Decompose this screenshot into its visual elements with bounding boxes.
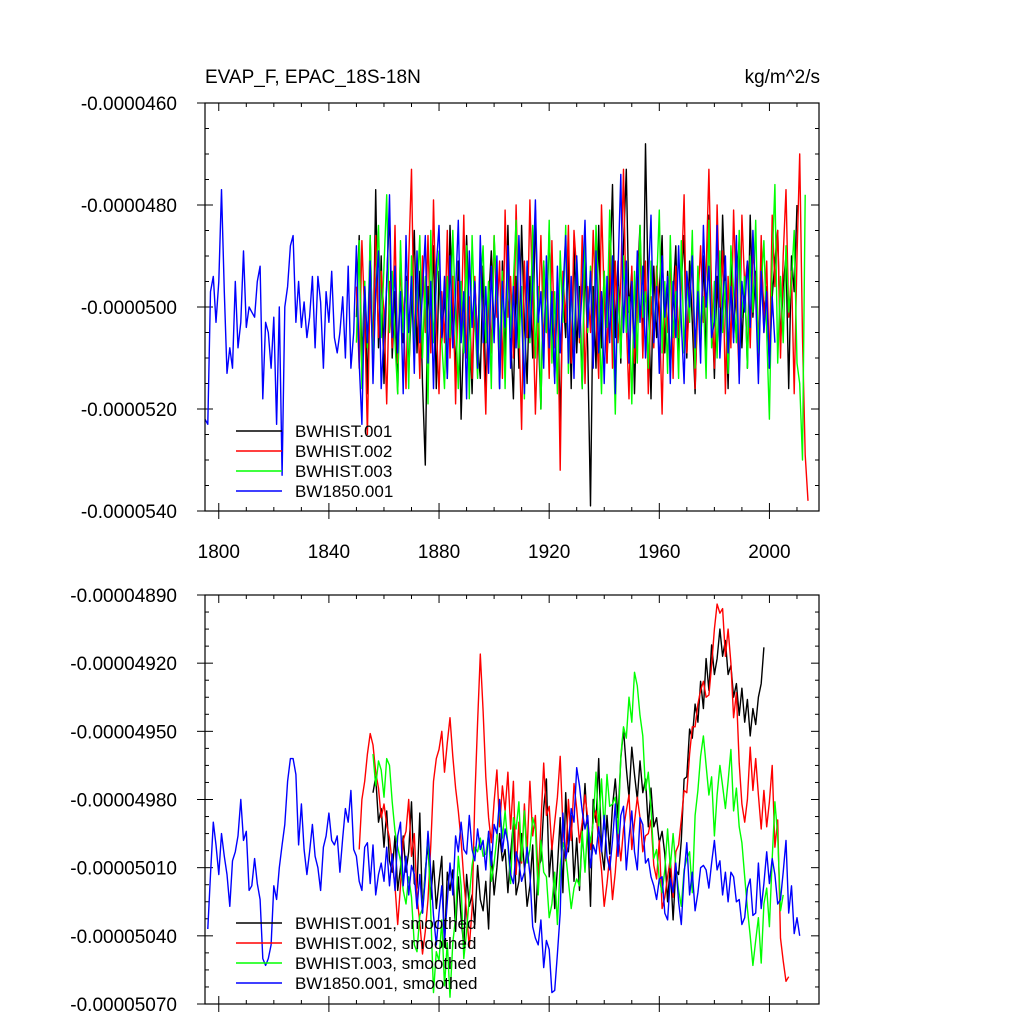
x-tick-label: 1800 <box>198 542 240 563</box>
y-tick-label: -0.0000500 <box>81 298 177 319</box>
legend-label: BW1850.001 <box>295 482 393 501</box>
legend-label: BW1850.001, smoothed <box>295 974 477 993</box>
series-line <box>355 183 806 461</box>
series-line <box>372 628 765 948</box>
legend-label: BWHIST.001 <box>295 422 392 441</box>
legend-label: BWHIST.002, smoothed <box>295 934 476 953</box>
series-line <box>207 757 801 994</box>
bottom-plot-frame <box>204 594 820 1005</box>
x-tick-label: 1920 <box>528 542 570 563</box>
y-tick-label: -0.0000520 <box>81 400 177 421</box>
x-tick-label: 2000 <box>748 542 790 563</box>
series-line <box>372 671 784 998</box>
y-tick-label: -0.00004920 <box>70 654 177 675</box>
y-tick-label: -0.00005070 <box>70 995 177 1016</box>
x-tick-label: 1960 <box>638 542 680 563</box>
legend-label: BWHIST.001, smoothed <box>295 914 476 933</box>
y-tick-label: -0.00005040 <box>70 927 177 948</box>
bottom-series-group <box>207 603 801 998</box>
bottom-ticks: -0.00004890 -0.00004920 -0.00004950 -0.0000… <box>70 586 819 1016</box>
top-plot-frame <box>204 102 820 512</box>
top-series-group <box>204 143 809 507</box>
top-chart-units: kg/m^2/s <box>745 67 820 88</box>
series-line <box>358 603 790 982</box>
legend-label: BWHIST.003 <box>295 462 392 481</box>
legend-label: BWHIST.003, smoothed <box>295 954 476 973</box>
x-tick-label: 1880 <box>418 542 460 563</box>
top-chart-title: EVAP_F, EPAC_18S-18N <box>205 67 421 88</box>
legend-label: BWHIST.002 <box>295 442 392 461</box>
y-tick-label: -0.0000540 <box>81 502 177 523</box>
y-tick-label: -0.00004980 <box>70 791 177 812</box>
y-tick-label: -0.00004950 <box>70 722 177 743</box>
x-tick-label: 1840 <box>308 542 350 563</box>
y-tick-label: -0.0000480 <box>81 196 177 217</box>
top-panel: EVAP_F, EPAC_18S-18N kg/m^2/s 1800 1840 18… <box>81 67 820 563</box>
y-tick-label: -0.0000460 <box>81 94 177 115</box>
y-tick-label: -0.00004890 <box>70 586 177 607</box>
series-line <box>204 173 776 476</box>
bottom-panel: -0.00004890 -0.00004920 -0.00004950 -0.0000… <box>70 586 820 1016</box>
y-tick-label: -0.00005010 <box>70 859 177 880</box>
top-ticks: 1800 1840 1880 1920 1960 2000 -0.0000460 -0.000… <box>81 94 819 563</box>
